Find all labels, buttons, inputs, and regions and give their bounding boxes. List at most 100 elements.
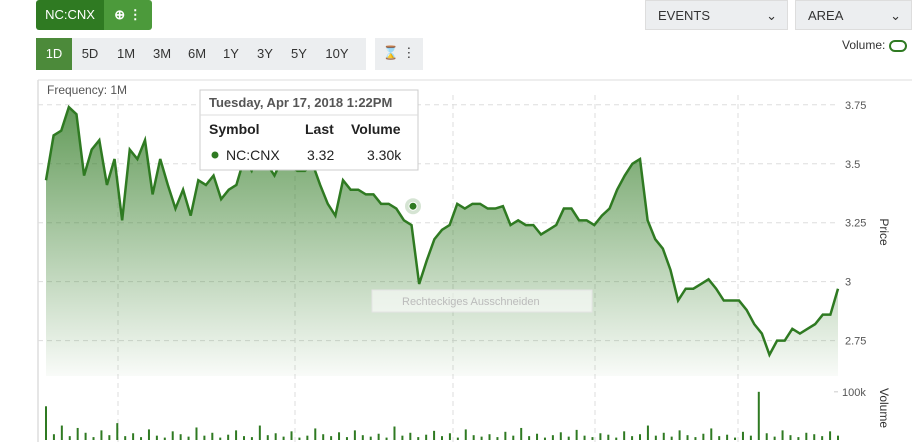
volume-bar (409, 432, 412, 440)
volume-bar (369, 436, 372, 440)
volume-bar (829, 431, 832, 440)
y-tick-label: 3.5 (845, 159, 860, 171)
volume-bar (536, 433, 539, 440)
hover-point (408, 201, 418, 211)
volume-bar (789, 435, 792, 440)
volume-bar (496, 437, 499, 440)
volume-bar (718, 436, 721, 440)
volume-bar (464, 429, 467, 440)
tooltip-dot (211, 151, 219, 159)
range-button[interactable]: 10Y (316, 38, 358, 70)
volume-bar (92, 437, 95, 440)
volume-bar (623, 431, 626, 440)
volume-bar (757, 391, 760, 440)
volume-bar (591, 437, 594, 440)
volume-bar (187, 436, 190, 440)
volume-bar (615, 437, 618, 440)
style-label: AREA (808, 8, 844, 23)
volume-bar (837, 435, 839, 440)
tooltip-header: Volume (351, 121, 401, 137)
volume-bar (338, 432, 341, 440)
volume-bar (607, 434, 610, 440)
volume-bar (686, 435, 689, 440)
volume-bar (749, 435, 752, 440)
volume-bar (140, 437, 143, 440)
tooltip-last: 3.32 (307, 147, 334, 163)
volume-bar (821, 436, 824, 440)
volume-bar (171, 431, 174, 440)
volume-bar (52, 434, 55, 440)
volume-bar (726, 434, 729, 440)
volume-bar (243, 436, 245, 440)
volume-bar (393, 426, 396, 440)
volume-bar (108, 435, 111, 440)
range-button[interactable]: 1M (108, 38, 144, 70)
overlay-box (371, 289, 593, 313)
volume-bar (805, 432, 808, 440)
volume-bar (813, 434, 816, 440)
volume-bar (274, 433, 277, 440)
volume-bar (211, 432, 214, 440)
style-dropdown[interactable]: AREA ⌄ (795, 0, 912, 30)
tooltip-header: Last (305, 121, 334, 137)
price-line (44, 104, 840, 358)
volume-bar (45, 406, 47, 440)
symbol-button[interactable]: NC:CNX (36, 0, 104, 30)
volume-bar (694, 437, 697, 440)
volume-bar (163, 437, 166, 440)
volume-bar (678, 430, 681, 440)
range-button[interactable]: 1D (36, 38, 72, 70)
y-tick-label: 3.75 (845, 100, 866, 112)
events-dropdown[interactable]: EVENTS ⌄ (645, 0, 788, 30)
volume-bar (76, 427, 79, 440)
range-button[interactable]: 3Y (248, 38, 282, 70)
volume-bar (345, 437, 348, 440)
frequency: Frequency: 1M (47, 83, 127, 97)
volume-bar (132, 433, 135, 440)
range-button[interactable]: 5D (72, 38, 108, 70)
events-label: EVENTS (658, 8, 711, 23)
volume-bar (583, 435, 586, 440)
volume-bar (353, 430, 356, 440)
volume-bar (710, 428, 713, 440)
volume-axis-title: Volume (877, 388, 891, 428)
volume-bar (472, 435, 475, 440)
tooltip-volume: 3.30k (367, 147, 402, 163)
volume-bar (195, 427, 198, 440)
volume-bar (68, 436, 71, 440)
volume-tick-label: 100k (842, 387, 866, 399)
volume-bar (203, 435, 206, 440)
volume-bar (361, 435, 364, 440)
range-button[interactable]: 6M (180, 38, 214, 70)
tooltip-box (199, 89, 419, 171)
volume-bar (60, 425, 63, 440)
range-button[interactable]: 3M (144, 38, 180, 70)
volume-bar (425, 434, 428, 440)
volume-bar (290, 431, 293, 440)
tooltip-symbol: NC:CNX (226, 147, 280, 163)
volume-bar (385, 437, 388, 440)
volume-bar (567, 436, 570, 440)
volume-toggle[interactable]: Volume: (842, 38, 907, 52)
tooltip-header: Symbol (209, 121, 260, 137)
volume-bar (512, 435, 515, 440)
volume-bar (258, 425, 261, 440)
volume-bar (654, 435, 657, 440)
volume-bar (401, 435, 404, 440)
add-button[interactable]: ⊕ ⋮ (104, 0, 152, 30)
volume-bar (520, 427, 523, 440)
volume-bar (741, 431, 744, 440)
volume-toggle-label: Volume: (842, 38, 886, 52)
volume-bar (282, 436, 285, 440)
volume-bar (456, 437, 459, 440)
volume-bar (377, 433, 380, 440)
volume-bar (124, 436, 127, 440)
volume-bar (84, 432, 87, 440)
volume-bar (543, 437, 546, 440)
range-button[interactable]: 5Y (282, 38, 316, 70)
range-button[interactable]: 1Y (214, 38, 248, 70)
volume-bar (551, 435, 554, 440)
range-extra[interactable]: ⌛ ⋮ (375, 38, 423, 70)
